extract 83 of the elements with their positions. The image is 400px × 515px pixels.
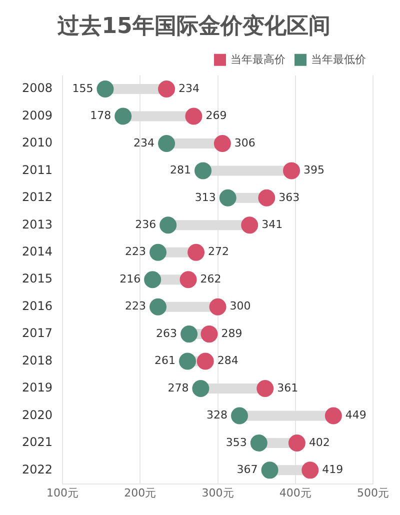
- x-tick-label: 400元: [279, 486, 312, 500]
- y-tick-label: 2013: [22, 217, 53, 232]
- data-label: 261: [154, 354, 176, 368]
- point: [258, 189, 276, 206]
- data-label: 328: [206, 408, 228, 422]
- chart-title: 过去15年国际金价变化区间: [56, 12, 330, 39]
- y-tick-label: 2022: [22, 462, 53, 476]
- point: [209, 298, 226, 316]
- data-label: 284: [217, 354, 238, 368]
- point: [302, 462, 319, 479]
- y-tick-label: 2017: [22, 326, 53, 340]
- point: [144, 271, 162, 288]
- point: [261, 462, 278, 479]
- point: [179, 352, 196, 370]
- point: [188, 244, 205, 261]
- data-label: 419: [322, 463, 344, 476]
- point: [214, 134, 231, 152]
- data-label: 216: [120, 272, 141, 286]
- y-tick-label: 2012: [22, 190, 53, 204]
- data-label: 353: [226, 436, 247, 449]
- point: [283, 162, 300, 180]
- point: [288, 434, 306, 452]
- data-label: 223: [125, 300, 146, 313]
- data-label: 402: [308, 436, 330, 449]
- data-label: 306: [234, 136, 256, 150]
- y-tick-label: 2019: [22, 380, 53, 395]
- data-label: 449: [345, 408, 366, 422]
- y-tick-label: 2016: [22, 298, 53, 313]
- point: [180, 271, 197, 288]
- point: [219, 189, 236, 206]
- point: [96, 80, 114, 98]
- point: [250, 434, 268, 452]
- point: [324, 407, 342, 424]
- data-label: 178: [90, 109, 112, 122]
- point: [150, 298, 167, 316]
- point: [194, 162, 212, 180]
- point: [196, 352, 214, 370]
- point: [158, 80, 176, 98]
- y-tick-label: 2010: [22, 136, 53, 150]
- data-label: 367: [236, 463, 258, 476]
- data-label: 395: [304, 164, 325, 177]
- y-tick-label: 2008: [22, 81, 53, 96]
- data-label: 263: [156, 326, 178, 340]
- data-label: 300: [230, 300, 251, 313]
- data-label: 155: [72, 82, 94, 95]
- data-label: 278: [168, 381, 189, 394]
- data-label: 262: [200, 272, 222, 286]
- point: [256, 380, 274, 398]
- x-tick-label: 500元: [357, 486, 389, 500]
- data-label: 361: [277, 381, 298, 394]
- data-label: 234: [178, 82, 200, 95]
- point: [231, 407, 248, 424]
- data-label: 234: [134, 136, 155, 150]
- point: [185, 108, 202, 125]
- point: [160, 216, 177, 234]
- point: [192, 380, 210, 398]
- point: [150, 244, 167, 261]
- data-label: 272: [208, 245, 230, 258]
- point: [241, 216, 258, 234]
- point: [180, 326, 198, 343]
- data-label: 363: [278, 190, 300, 204]
- x-tick-label: 200元: [124, 486, 156, 500]
- y-tick-label: 2011: [22, 162, 53, 177]
- data-label: 281: [170, 164, 192, 177]
- y-tick-label: 2014: [22, 244, 53, 258]
- x-tick-label: 100元: [46, 486, 79, 500]
- y-tick-label: 2018: [22, 353, 53, 368]
- point: [158, 134, 176, 152]
- y-tick-label: 2015: [22, 272, 53, 286]
- data-label: 269: [206, 109, 227, 122]
- data-label: 313: [194, 190, 216, 204]
- point: [200, 326, 218, 343]
- x-tick-label: 300元: [202, 486, 234, 500]
- legend-label: 当年最高价: [230, 52, 286, 66]
- legend-label: 当年最低价: [311, 52, 366, 66]
- y-tick-label: 2020: [22, 408, 53, 422]
- data-label: 223: [125, 245, 146, 258]
- data-label: 341: [262, 218, 283, 232]
- data-label: 289: [221, 326, 242, 340]
- point: [114, 108, 132, 125]
- y-tick-label: 2021: [22, 435, 53, 450]
- data-label: 236: [135, 218, 156, 232]
- y-tick-label: 2009: [22, 108, 53, 122]
